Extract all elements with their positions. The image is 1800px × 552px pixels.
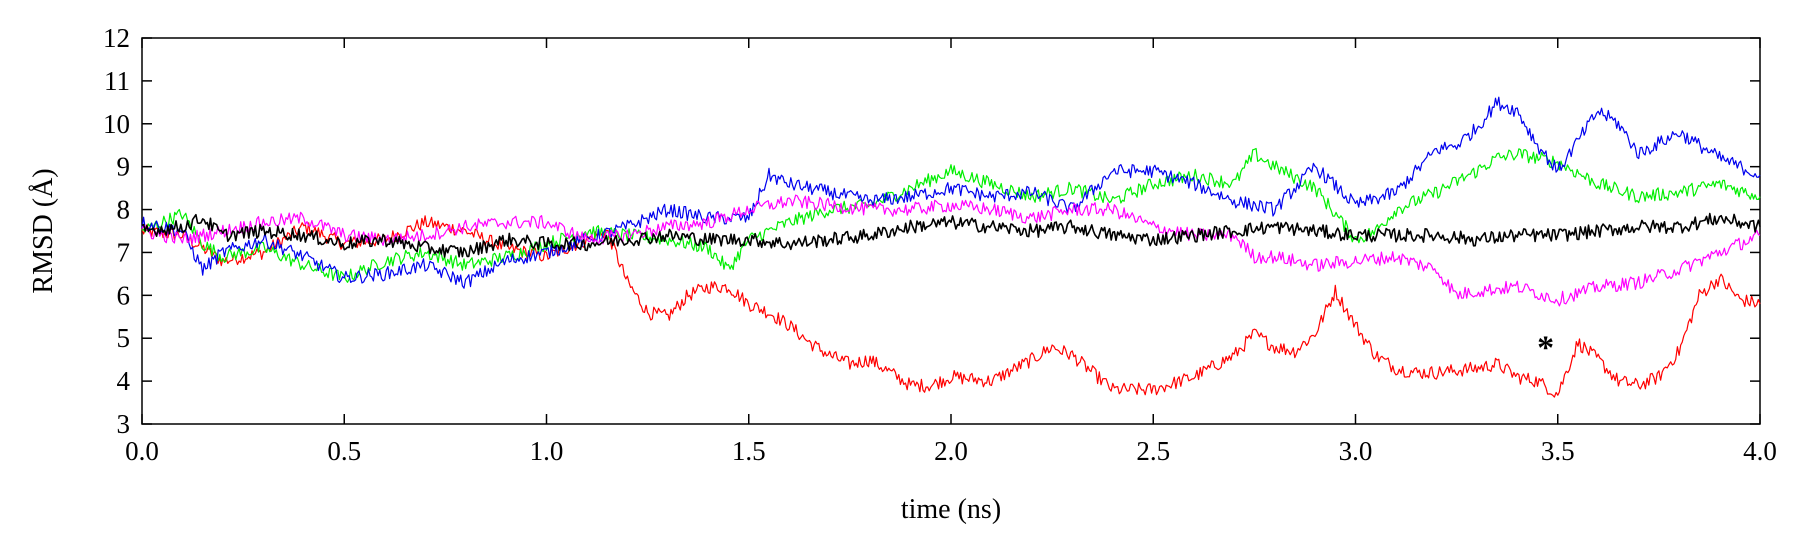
y-tick-label: 11 [104,66,130,96]
y-tick-label: 6 [117,280,131,310]
y-tick-label: 9 [117,152,131,182]
x-tick-label: 0.0 [125,436,159,466]
series-line-1 [141,215,1761,398]
series-line-2 [141,147,1761,283]
x-tick-label: 3.5 [1541,436,1575,466]
x-axis-label: time (ns) [901,494,1001,525]
y-axis-label: RMSD (Å) [28,168,59,293]
x-tick-label: 2.5 [1136,436,1170,466]
y-tick-label: 12 [103,23,130,53]
ticks-layer: 0.0 0.5 1.0 1.5 2.0 2.5 3.0 3.5 4.0 3 4 5 6 7 8 9 10 11 12 [103,23,1777,466]
x-tick-label: 0.5 [327,436,361,466]
x-tick-label: 2.0 [934,436,968,466]
plot-frame [141,37,1761,425]
series-line-3 [141,96,1761,289]
y-tick-label: 4 [117,366,131,396]
y-tick-label: 10 [103,109,130,139]
series-line-4 [141,194,1761,307]
y-tick-label: 3 [117,409,131,439]
y-tick-label: 7 [117,237,131,267]
x-tick-label: 3.0 [1339,436,1373,466]
plot-area: 0.0 0.5 1.0 1.5 2.0 2.5 3.0 3.5 4.0 3 4 5 6 7 8 9 10 11 12… [103,23,1777,466]
y-tick-label: 8 [117,195,131,225]
y-tick-label: 5 [117,323,131,353]
x-tick-label: 4.0 [1743,436,1777,466]
series-layer [141,96,1761,398]
x-tick-label: 1.5 [732,436,766,466]
x-tick-label: 1.0 [530,436,564,466]
series-line-5 [141,212,1761,258]
annotation-asterisk: * [1537,330,1554,367]
